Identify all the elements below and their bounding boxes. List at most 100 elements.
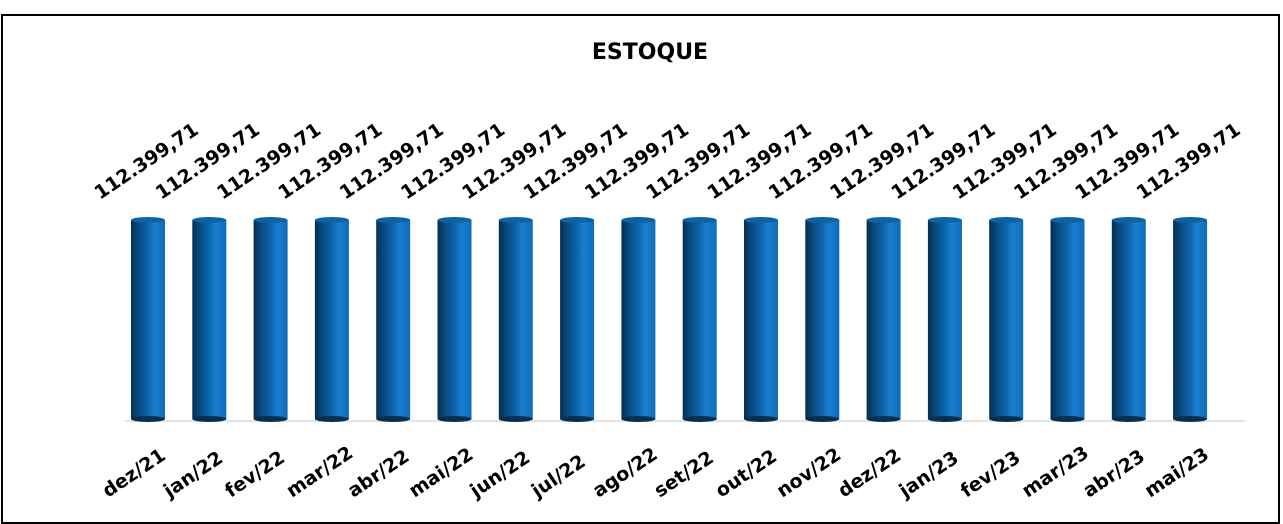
bar bbox=[314, 217, 349, 422]
data-label: 112.399,71 bbox=[703, 119, 815, 204]
bar-top-cap bbox=[866, 217, 901, 223]
bar-body bbox=[253, 220, 288, 419]
bar-top-cap bbox=[498, 217, 533, 223]
bar-top-cap bbox=[744, 217, 778, 223]
x-tick-label: abr/23 bbox=[1079, 445, 1149, 502]
bar-top-cap bbox=[1173, 217, 1208, 223]
data-label: 112.399,71 bbox=[397, 119, 509, 204]
bar-top-cap bbox=[192, 217, 227, 223]
bar-top-cap bbox=[376, 217, 411, 223]
x-tick-label: out/22 bbox=[711, 445, 781, 502]
bar-bottom-cap bbox=[682, 416, 717, 422]
data-label: 112.399,71 bbox=[1133, 119, 1245, 204]
bar-body bbox=[989, 220, 1024, 419]
data-label: 112.399,71 bbox=[1071, 119, 1183, 204]
bar bbox=[253, 217, 288, 422]
x-tick-label: jul/22 bbox=[527, 450, 590, 502]
bar-body bbox=[744, 220, 778, 419]
x-tick-label: fev/22 bbox=[221, 446, 289, 502]
bar bbox=[989, 217, 1024, 422]
bar bbox=[744, 217, 778, 422]
x-tick-label: mai/22 bbox=[405, 443, 477, 502]
x-tick-label: jan/22 bbox=[159, 447, 227, 503]
bar bbox=[131, 217, 165, 422]
bar-bottom-cap bbox=[1111, 416, 1146, 422]
x-tick-label: nov/22 bbox=[773, 443, 845, 502]
x-tick-label: ago/22 bbox=[589, 443, 662, 502]
bar-bottom-cap bbox=[314, 416, 349, 422]
data-label: 112.399,71 bbox=[213, 119, 325, 204]
bar bbox=[192, 217, 227, 422]
bar-body bbox=[1050, 220, 1085, 419]
x-tick-label: dez/21 bbox=[98, 444, 169, 502]
bar-body bbox=[437, 220, 472, 419]
bar-top-cap bbox=[989, 217, 1024, 223]
bar-body bbox=[560, 220, 595, 419]
bar-body bbox=[927, 220, 962, 419]
bar-top-cap bbox=[314, 217, 349, 223]
bar-bottom-cap bbox=[498, 416, 533, 422]
bar-body bbox=[866, 220, 901, 419]
data-label: 112.399,71 bbox=[765, 119, 877, 204]
bar bbox=[1173, 217, 1208, 422]
x-tick-label: dez/22 bbox=[834, 444, 905, 502]
bar-bottom-cap bbox=[866, 416, 901, 422]
bar bbox=[498, 217, 533, 422]
bar bbox=[927, 217, 962, 422]
bar-bottom-cap bbox=[192, 416, 227, 422]
bar-body bbox=[805, 220, 840, 419]
bar-top-cap bbox=[1111, 217, 1146, 223]
bar-top-cap bbox=[437, 217, 472, 223]
data-label: 112.399,71 bbox=[520, 119, 632, 204]
data-label: 112.399,71 bbox=[949, 119, 1061, 204]
data-label: 112.399,71 bbox=[152, 119, 264, 204]
x-tick-label: mai/23 bbox=[1141, 443, 1213, 502]
x-tick-label: mar/22 bbox=[282, 442, 357, 502]
data-label: 112.399,71 bbox=[826, 119, 938, 204]
bar-body bbox=[1173, 220, 1208, 419]
bar-bottom-cap bbox=[376, 416, 411, 422]
data-label: 112.399,71 bbox=[887, 119, 999, 204]
bar-top-cap bbox=[560, 217, 595, 223]
bar bbox=[1111, 217, 1146, 422]
data-label: 112.399,71 bbox=[581, 119, 693, 204]
data-label: 112.399,71 bbox=[642, 119, 754, 204]
bar bbox=[560, 217, 595, 422]
bar-bottom-cap bbox=[805, 416, 840, 422]
data-label: 112.399,71 bbox=[336, 119, 448, 204]
x-tick-label: jan/23 bbox=[895, 447, 963, 503]
bar-body bbox=[131, 220, 165, 419]
data-label: 112.399,71 bbox=[458, 119, 570, 204]
bar bbox=[866, 217, 901, 422]
bar-bottom-cap bbox=[437, 416, 472, 422]
bar bbox=[437, 217, 472, 422]
bar-body bbox=[682, 220, 717, 419]
bar-bottom-cap bbox=[989, 416, 1024, 422]
bar bbox=[621, 217, 656, 422]
bar bbox=[1050, 217, 1085, 422]
bar-top-cap bbox=[682, 217, 717, 223]
bar-bottom-cap bbox=[1173, 416, 1208, 422]
bar-body bbox=[314, 220, 349, 419]
bar bbox=[376, 217, 411, 422]
bar-body bbox=[1111, 220, 1146, 419]
x-tick-label: abr/22 bbox=[344, 445, 414, 502]
bar-top-cap bbox=[253, 217, 288, 223]
bar-bottom-cap bbox=[927, 416, 962, 422]
bar-bottom-cap bbox=[560, 416, 595, 422]
bar-bottom-cap bbox=[621, 416, 656, 422]
bar-top-cap bbox=[927, 217, 962, 223]
bar-top-cap bbox=[621, 217, 656, 223]
x-tick-label: fev/23 bbox=[957, 446, 1025, 502]
x-tick-label: mar/23 bbox=[1018, 442, 1093, 502]
bar bbox=[682, 217, 717, 422]
bar-bottom-cap bbox=[744, 416, 778, 422]
data-label: 112.399,71 bbox=[1010, 119, 1122, 204]
x-tick-label: set/22 bbox=[650, 447, 718, 503]
bar bbox=[805, 217, 840, 422]
bar-body bbox=[621, 220, 656, 419]
bar-body bbox=[376, 220, 411, 419]
bar-bottom-cap bbox=[1050, 416, 1085, 422]
x-tick-label: jun/22 bbox=[465, 446, 534, 502]
